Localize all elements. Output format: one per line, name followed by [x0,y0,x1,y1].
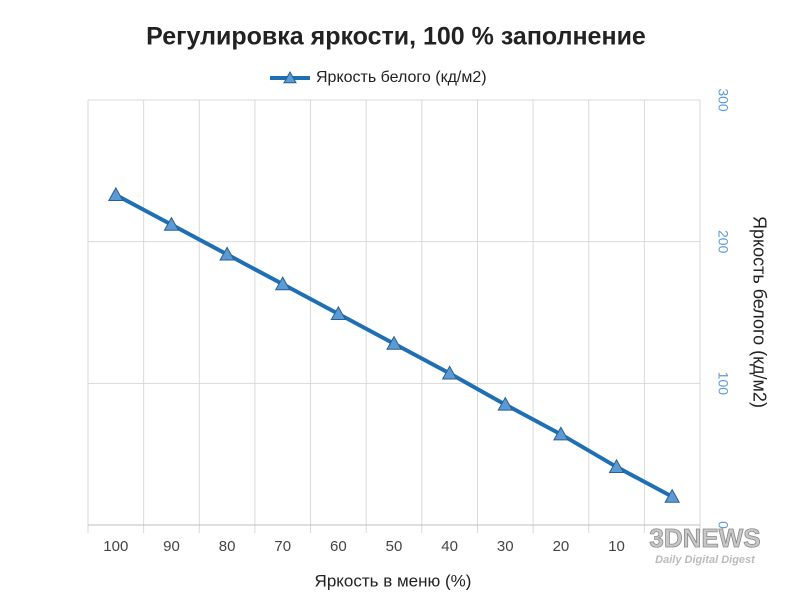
marker [219,246,235,261]
x-tick-label: 40 [441,538,458,555]
y2-tick-label: 300 [715,88,731,112]
x-tick-label: 90 [163,538,180,555]
x-tick-label: 70 [274,538,291,555]
y2-tick-label: 200 [715,230,731,254]
marker [274,276,291,291]
marker [386,335,402,350]
legend-marker [283,70,297,84]
y2-tick-label: 0 [715,521,731,529]
marker [163,216,180,231]
watermark-sub: Daily Digital Digest [655,554,756,566]
x-tick-label: 20 [553,538,570,555]
marker [441,365,458,380]
y2-axis-title: Яркость белого (кд/м2) [749,216,769,408]
marker [553,426,569,441]
x-tick-label: 60 [330,538,347,555]
legend-label: Яркость белого (кд/м2) [316,69,487,86]
marker [107,186,124,202]
marker [664,488,681,503]
y2-tick-label: 100 [715,372,731,396]
x-tick-label: 80 [219,538,236,555]
x-tick-label: 100 [103,538,128,555]
chart-title: Регулировка яркости, 100 % заполнение [146,23,646,51]
x-tick-label: 10 [608,538,625,555]
marker [497,396,514,411]
x-tick-label: 50 [386,538,403,555]
watermark: 3DNEWS [649,523,760,553]
marker [330,305,347,321]
marker [608,458,625,474]
x-axis-title: Яркость в меню (%) [315,571,472,590]
x-tick-label: 30 [497,538,514,555]
